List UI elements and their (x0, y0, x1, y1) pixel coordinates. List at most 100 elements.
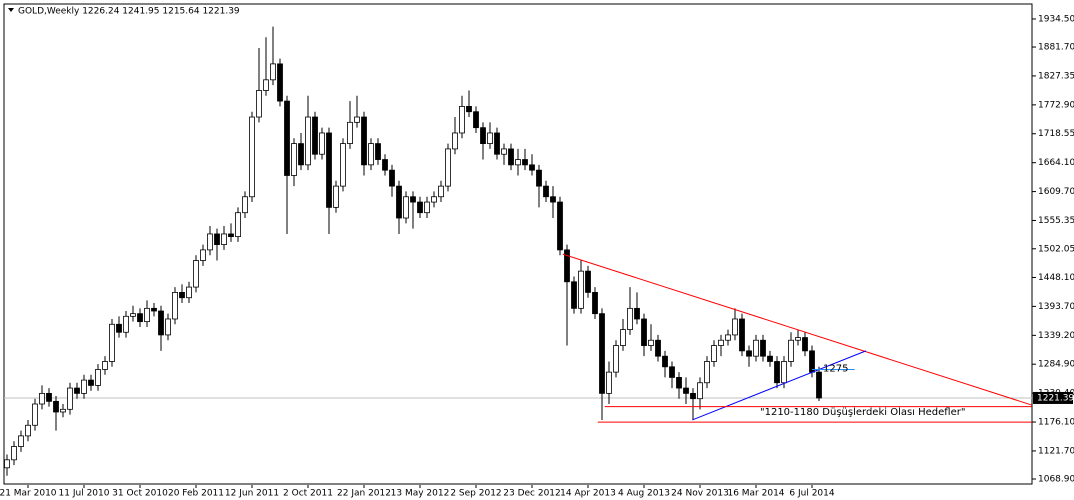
candle-body (613, 345, 619, 373)
y-tick-label: 1448.10 (1038, 273, 1074, 283)
candle-body (151, 307, 157, 312)
candle-body (249, 116, 255, 198)
candle-body (200, 249, 206, 261)
candle-body (543, 185, 549, 198)
candle-body (620, 329, 626, 346)
candle-body (536, 169, 542, 187)
candle-body (809, 350, 815, 373)
candle-body (725, 334, 731, 341)
candle-body (214, 233, 220, 245)
candle-body (655, 339, 661, 357)
chart-title: GOLD,Weekly 1226.24 1241.95 1215.64 1221… (18, 7, 240, 17)
x-tick-label: 24 Nov 2013 (671, 489, 729, 499)
candle-body (795, 337, 801, 341)
candle-body (123, 315, 129, 333)
price-box-label: 1221.39 (1037, 393, 1074, 403)
y-tick-label: 1609.70 (1038, 187, 1074, 197)
candle-body (263, 79, 269, 91)
level-label: 1275 (823, 363, 848, 374)
candle-body (669, 366, 675, 378)
candle-body (634, 307, 640, 320)
x-tick-label: 11 Jul 2010 (59, 489, 110, 499)
candle-body (816, 371, 822, 399)
x-tick-label: 14 Apr 2013 (560, 489, 616, 499)
x-tick-label: 22 Jan 2012 (337, 489, 391, 499)
candle-body (270, 63, 276, 81)
candle-body (662, 355, 668, 368)
candle-body (326, 132, 332, 208)
candle-body (284, 100, 290, 176)
y-tick-label: 1664.10 (1038, 158, 1074, 168)
candle-body (221, 233, 227, 245)
candle-body (396, 185, 402, 219)
candle-body (333, 185, 339, 208)
x-tick-label: 13 May 2012 (391, 489, 450, 499)
candle-body (522, 159, 528, 166)
candle-body (172, 292, 178, 320)
candle-body (165, 318, 171, 336)
candle-body (389, 169, 395, 187)
x-tick-label: 21 Mar 2010 (0, 489, 57, 499)
trendline (562, 253, 1032, 406)
candle-body (403, 196, 409, 219)
y-tick-label: 1393.70 (1038, 302, 1074, 312)
annotation: "1210-1180 Düşüşlerdeki Olası Hedefler" (760, 407, 965, 418)
candle-body (508, 148, 514, 166)
candle-body (116, 323, 122, 333)
menu-arrow (8, 8, 14, 12)
candle-body (361, 116, 367, 166)
candle-body (235, 212, 241, 238)
candle-body (312, 116, 318, 155)
x-tick-label: 16 Mar 2014 (727, 489, 784, 499)
candle-body (382, 159, 388, 171)
candle-body (606, 371, 612, 394)
candle-body (158, 310, 164, 336)
x-tick-label: 12 Jun 2011 (225, 489, 279, 499)
price-box (1033, 391, 1073, 404)
candle-body (319, 132, 325, 155)
candle-body (109, 323, 115, 362)
candle-body (466, 105, 472, 113)
candle-body (599, 313, 605, 394)
candle-body (704, 361, 710, 384)
y-tick-label: 1176.10 (1038, 418, 1074, 428)
candle-body (193, 260, 199, 288)
candle-body (298, 143, 304, 166)
candle-body (571, 281, 577, 309)
candle-body (438, 185, 444, 198)
candle-body (410, 196, 416, 203)
x-tick-label: 23 Dec 2012 (503, 489, 561, 499)
candle-body (676, 377, 682, 389)
candle-body (424, 201, 430, 214)
candle-body (228, 233, 234, 238)
y-tick-label: 1718.55 (1038, 129, 1074, 139)
candle-body (739, 318, 745, 352)
candle-body (697, 382, 703, 400)
y-tick-label: 1555.35 (1038, 216, 1074, 226)
y-tick-label: 1339.20 (1038, 331, 1074, 341)
x-tick-label: 6 Jul 2014 (789, 489, 834, 499)
plot-frame (3, 3, 1033, 485)
candle-body (340, 143, 346, 187)
candle-body (592, 292, 598, 315)
y-tick-label: 1502.05 (1038, 244, 1074, 254)
candle-body (648, 339, 654, 346)
candle-body (431, 196, 437, 203)
y-tick-label: 1772.90 (1038, 100, 1074, 110)
candle-body (452, 132, 458, 150)
candle-body (557, 201, 563, 251)
x-tick-label: 2 Sep 2012 (450, 489, 501, 499)
candle-body (529, 164, 535, 171)
candle-body (11, 446, 17, 461)
y-tick-label: 1068.90 (1038, 474, 1074, 484)
candle-body (347, 121, 353, 145)
candle-body (802, 337, 808, 352)
candle-body (130, 313, 136, 317)
candle-body (25, 424, 31, 437)
y-tick-label: 1284.90 (1038, 360, 1074, 370)
candle-body (53, 400, 59, 413)
candle-body (354, 116, 360, 123)
y-tick-label: 1934.50 (1038, 14, 1074, 24)
candle-body (277, 63, 283, 102)
candle-body (242, 196, 248, 214)
